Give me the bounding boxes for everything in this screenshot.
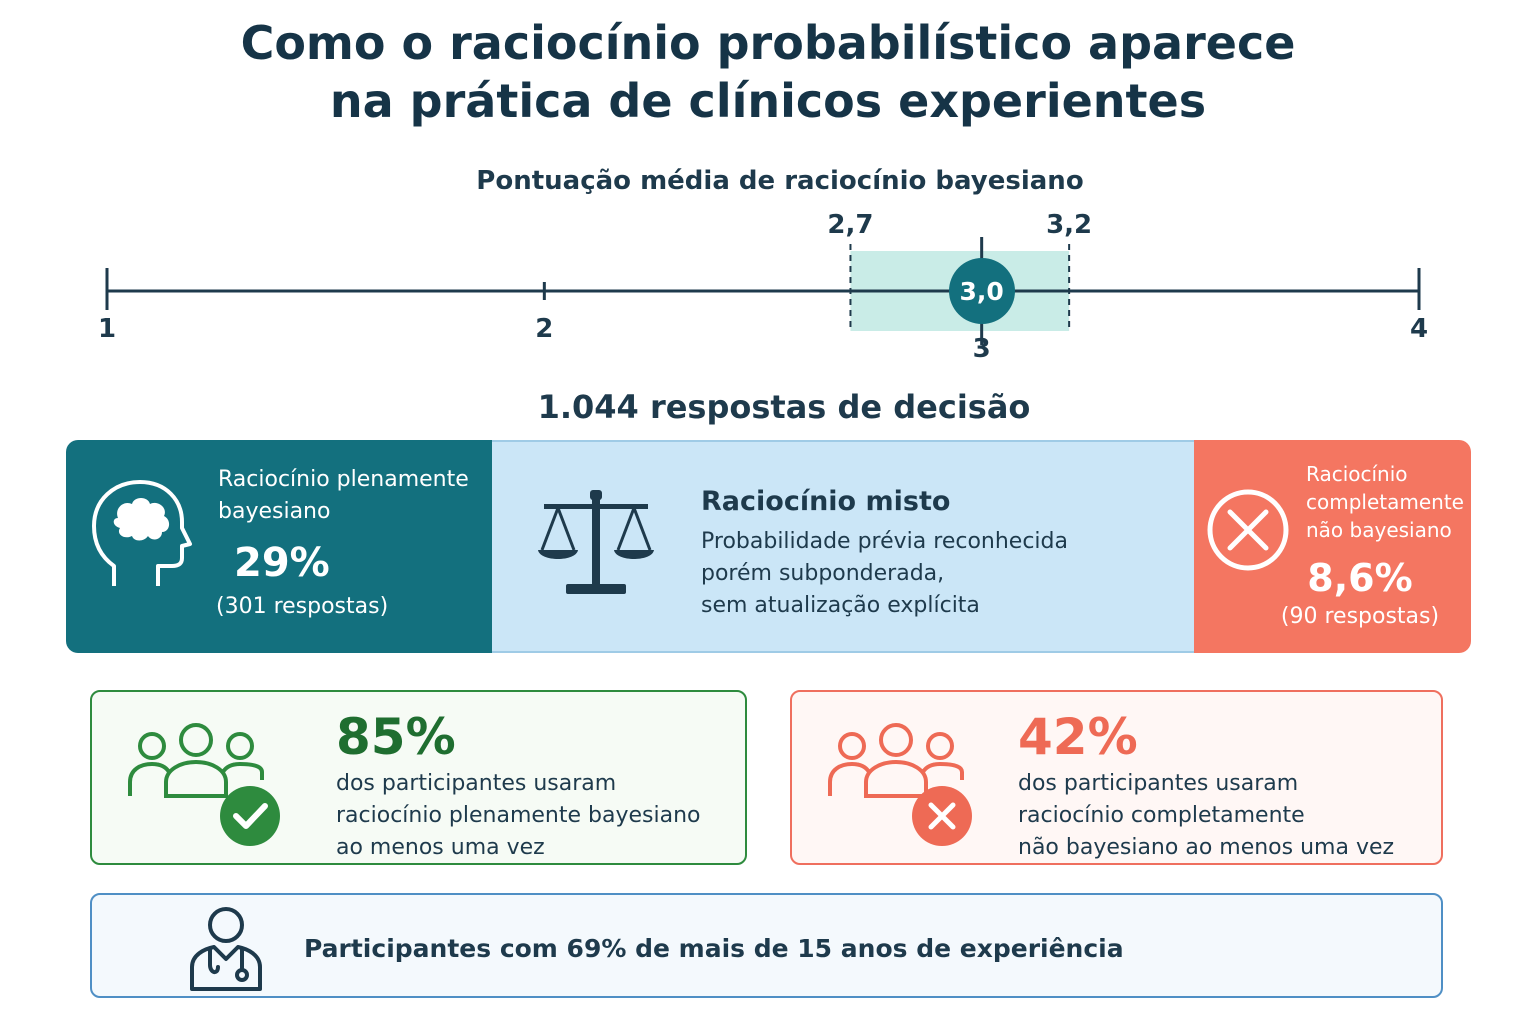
mean-marker: 3,0 (948, 258, 1015, 324)
mixed-description-line: Probabilidade prévia reconhecida (701, 529, 1068, 554)
non-bayesian-participants-value: 42% (1018, 708, 1138, 766)
head-brain-icon (92, 480, 192, 586)
scale-svg (105, 237, 1421, 345)
doctor-stethoscope-icon (190, 907, 262, 991)
group-x-icon (828, 723, 972, 846)
non-bayesian-label-line: completamente (1306, 490, 1464, 514)
full-bayesian-participants-card: 85% dos participantes usaram raciocínio … (90, 690, 747, 865)
full-bayesian-count: (301 respostas) (216, 594, 389, 619)
tick-label: 1 (97, 314, 117, 344)
mixed-description: Probabilidade prévia reconhecida porém s… (701, 526, 1161, 622)
experience-text: Participantes com 69% de mais de 15 anos… (304, 934, 1124, 963)
mixed-description-line: sem atualização explícita (701, 593, 980, 618)
segment-mixed: Raciocínio misto Probabilidade prévia re… (492, 440, 1194, 653)
page-title: Como o raciocínio probabilístico aparece… (0, 14, 1536, 130)
full-bayesian-participants-line: ao menos uma vez (336, 835, 545, 860)
full-bayesian-participants-line: raciocínio plenamente bayesiano (336, 803, 701, 828)
responses-title: 1.044 respostas de decisão (537, 388, 1031, 426)
full-bayesian-participants-text: dos participantes usaram raciocínio plen… (336, 768, 736, 864)
title-line-1: Como o raciocínio probabilístico aparece (240, 16, 1296, 70)
non-bayesian-participants-text: dos participantes usaram raciocínio comp… (1018, 768, 1418, 864)
ci-low-label: 2,7 (827, 210, 874, 240)
scale-title: Pontuação média de raciocínio bayesiano (476, 166, 1084, 196)
score-scale: 1 2 3 4 2,7 3,2 3,0 (0, 0, 1536, 400)
non-bayesian-participants-card: 42% dos participantes usaram raciocínio … (790, 690, 1443, 865)
non-bayesian-label: Raciocínio completamente não bayesiano (1306, 460, 1466, 544)
mixed-label: Raciocínio misto (701, 486, 951, 517)
responses-breakdown-band: Raciocínio plenamente bayesiano 29% (301… (66, 440, 1471, 653)
non-bayesian-participants-line: dos participantes usaram (1018, 771, 1299, 796)
non-bayesian-participants-line: raciocínio completamente (1018, 803, 1305, 828)
experience-card: Participantes com 69% de mais de 15 anos… (90, 893, 1443, 998)
mixed-description-line: porém subponderada, (701, 561, 945, 586)
tick-label: 3 (972, 334, 991, 364)
full-bayesian-label: Raciocínio plenamente bayesiano (218, 467, 469, 524)
tick-marks (105, 268, 1421, 310)
full-bayesian-participants-value: 85% (336, 708, 456, 766)
balance-scale-icon (538, 490, 654, 594)
full-bayesian-participants-line: dos participantes usaram (336, 771, 617, 796)
full-bayesian-percent: 29% (234, 540, 330, 586)
segment-full-bayesian: Raciocínio plenamente bayesiano 29% (301… (66, 440, 492, 653)
non-bayesian-label-line: não bayesiano (1306, 518, 1452, 542)
non-bayesian-participants-line: não bayesiano ao menos uma vez (1018, 835, 1395, 860)
group-check-icon (128, 723, 280, 846)
tick-label: 2 (535, 314, 554, 344)
non-bayesian-count: (90 respostas) (1280, 604, 1440, 629)
non-bayesian-percent: 8,6% (1307, 556, 1413, 600)
non-bayesian-label-line: Raciocínio (1306, 462, 1408, 486)
segment-non-bayesian: Raciocínio completamente não bayesiano 8… (1194, 440, 1471, 653)
title-line-2: na prática de clínicos experientes (329, 74, 1207, 128)
tick-label: 4 (1409, 314, 1429, 344)
ci-high-label: 3,2 (1046, 210, 1093, 240)
circle-x-icon (1207, 489, 1289, 571)
